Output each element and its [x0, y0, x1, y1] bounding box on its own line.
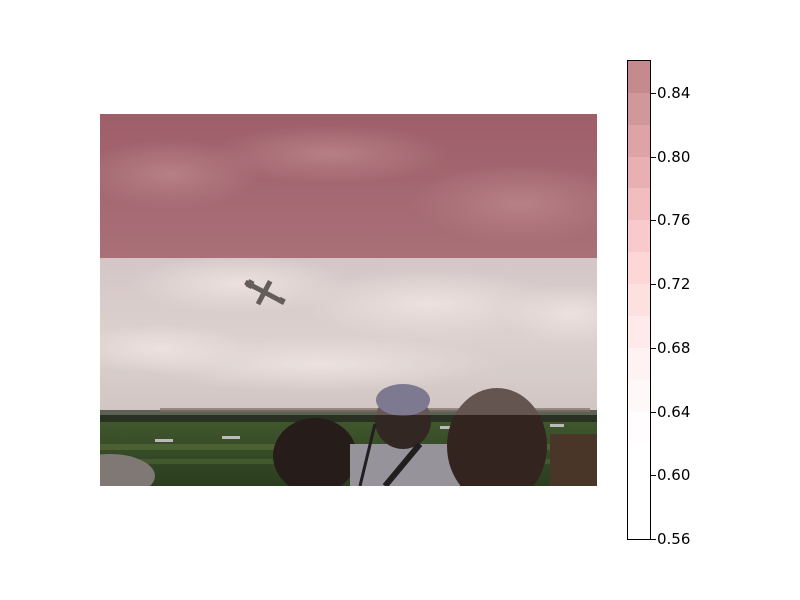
- colorbar-tick-label: 0.76: [657, 211, 691, 230]
- colorbar-tick-label: 0.84: [657, 83, 691, 102]
- colorbar-frame: [627, 60, 651, 540]
- colorbar-tick-label: 0.68: [657, 338, 691, 357]
- colorbar-tick: [651, 411, 656, 413]
- colorbar-segment: [628, 379, 650, 413]
- colorbar-segment: [628, 61, 650, 94]
- colorbar-segment: [628, 347, 650, 381]
- colorbar-tick-label: 0.60: [657, 466, 691, 485]
- biplane-icon: [244, 279, 286, 306]
- colorbar-segment: [628, 315, 650, 349]
- colorbar-tick: [651, 92, 656, 94]
- colorbar-tick: [651, 347, 656, 349]
- colorbar-segment: [628, 475, 650, 508]
- colorbar-segment: [628, 156, 650, 189]
- colorbar-segment: [628, 284, 650, 317]
- colorbar-tick-label: 0.80: [657, 147, 691, 166]
- colorbar-tick-label: 0.72: [657, 275, 691, 294]
- parked-planes: [155, 424, 564, 442]
- colorbar-segment: [628, 124, 650, 158]
- colorbar: 0.84 0.80 0.76 0.72 0.68 0.64 0.60 0.56: [627, 60, 690, 547]
- colorbar-tick: [651, 475, 656, 477]
- colorbar-tick: [651, 539, 656, 540]
- colorbar-tick: [651, 284, 656, 286]
- colorbar-segment: [628, 188, 650, 221]
- airshow-photo: [100, 114, 597, 486]
- colorbar-segment: [628, 443, 650, 476]
- colorbar-segment: [628, 411, 650, 444]
- colorbar-tick: [651, 220, 656, 222]
- colorbar-segment: [628, 507, 650, 540]
- colorbar-tick-label: 0.64: [657, 402, 691, 421]
- colorbar-segment: [628, 220, 650, 253]
- spectators: [100, 384, 597, 486]
- colorbar-tick-label: 0.56: [657, 530, 691, 548]
- colorbar-tick: [651, 156, 656, 158]
- colorbar-segment: [628, 252, 650, 285]
- colorbar-segment: [628, 92, 650, 126]
- photo-scene: [100, 114, 597, 486]
